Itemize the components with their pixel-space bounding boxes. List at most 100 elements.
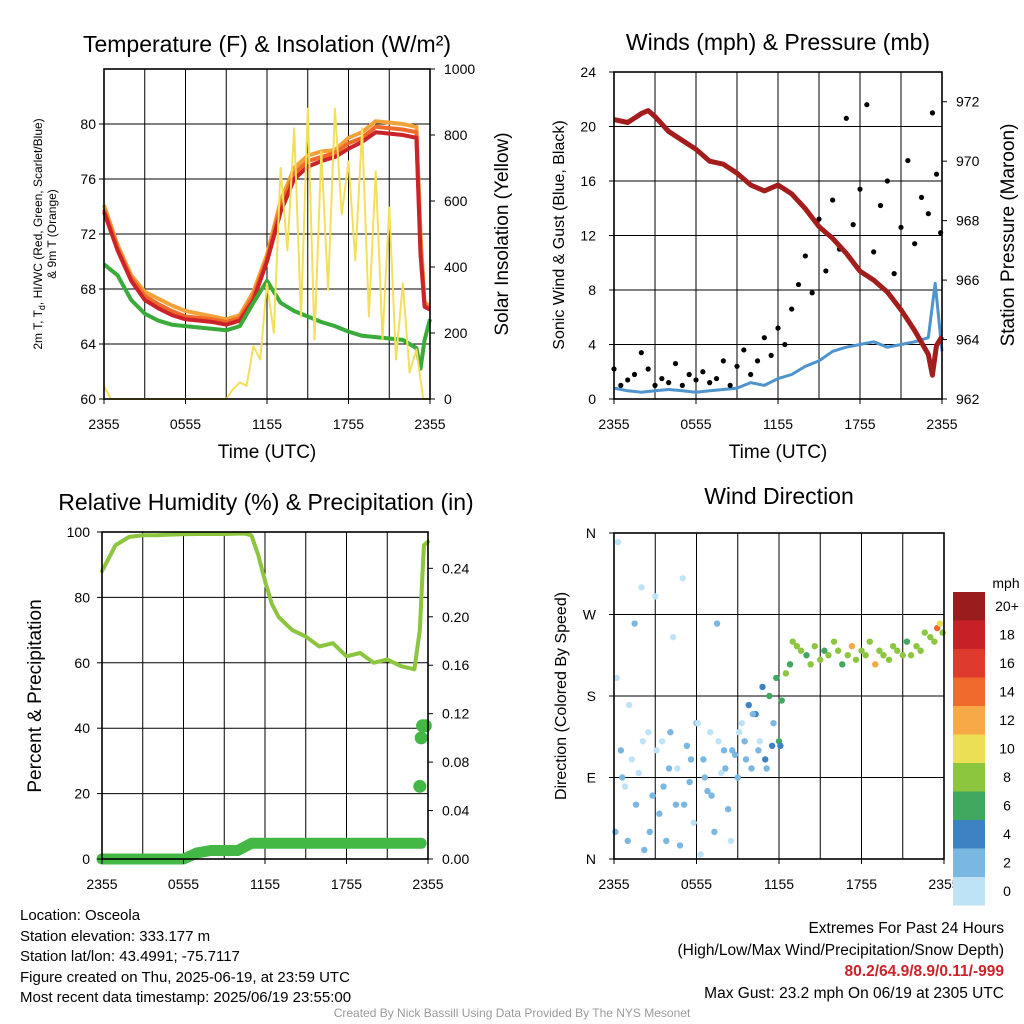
- y-tick-label: 16: [580, 173, 596, 189]
- direction-point: [697, 851, 704, 858]
- wind-direction-ylabel: Direction (Colored By Speed): [553, 592, 570, 800]
- direction-point: [844, 652, 851, 659]
- temperature-panel-title: Temperature (F) & Insolation (W/m²): [83, 31, 451, 57]
- colorbar-swatch: [953, 620, 985, 649]
- gust-point: [843, 115, 849, 121]
- colorbar-swatch: [953, 763, 985, 792]
- precip-line: [96, 837, 427, 865]
- direction-point: [704, 787, 711, 795]
- y-tick-label: N: [586, 851, 596, 867]
- y2-tick-label: 0.16: [442, 657, 469, 673]
- colorbar-title: mph: [992, 575, 1019, 591]
- direction-point: [745, 701, 752, 709]
- direction-point: [811, 642, 818, 650]
- direction-point: [825, 652, 832, 659]
- direction-point: [727, 837, 735, 845]
- winds-xlabel: Time (UTC): [729, 442, 828, 463]
- direction-point: [656, 810, 663, 817]
- direction-point: [624, 837, 631, 845]
- temperature-ylabel-line2: & 9m T (Orange): [45, 189, 59, 279]
- y2-tick-label: 962: [956, 391, 980, 407]
- temperature-panel: Temperature (F) & Insolation (W/m²) 2355…: [31, 31, 513, 463]
- gust-point: [631, 371, 638, 378]
- y2-tick-label: 970: [956, 153, 980, 169]
- direction-point: [713, 620, 721, 627]
- colorbar-label: 0: [1003, 883, 1011, 899]
- gust-point: [693, 377, 699, 383]
- x-tick-label: 1155: [252, 416, 282, 432]
- direction-point: [612, 828, 619, 836]
- gust-point: [713, 375, 720, 382]
- pressure-line: [613, 108, 945, 378]
- wind-direction-grid: [614, 532, 944, 860]
- direction-point: [821, 647, 828, 654]
- direction-point: [708, 792, 715, 799]
- colorbar-label: 2: [1003, 855, 1011, 871]
- temperature-ticks: 2355 0555 1155 1755 235560646872768002004006…: [80, 61, 475, 432]
- gust-point: [795, 281, 802, 288]
- x-tick-label: 2355: [414, 416, 445, 432]
- x-tick-label: 1155: [763, 416, 793, 432]
- gust-point: [857, 186, 863, 192]
- direction-point: [738, 719, 746, 727]
- direction-point: [927, 633, 934, 641]
- gust-point: [686, 371, 692, 378]
- x-tick-label: 2355: [412, 876, 443, 892]
- y-tick-label: 72: [80, 226, 96, 242]
- precip-point: [418, 719, 432, 733]
- direction-point: [619, 774, 626, 781]
- direction-point: [683, 742, 691, 750]
- y2-tick-label: 966: [956, 272, 980, 288]
- gust-point: [891, 271, 897, 277]
- direction-point: [762, 756, 769, 763]
- gust-point: [789, 306, 795, 312]
- gust-point: [645, 366, 651, 372]
- direction-point: [674, 765, 681, 772]
- direction-point: [734, 774, 741, 781]
- direction-point: [676, 842, 684, 849]
- colorbar-label: 12: [999, 712, 1015, 728]
- station-elevation: Station elevation: 333.177 m: [20, 927, 211, 945]
- credit-line: Created By Nick Bassill Using Data Provi…: [333, 1006, 691, 1020]
- y-tick-label: 60: [74, 655, 90, 671]
- y-tick-label: 24: [580, 64, 596, 80]
- direction-point: [694, 719, 702, 727]
- gust-point: [734, 363, 740, 369]
- direction-point: [621, 783, 629, 790]
- gust-point: [652, 382, 658, 388]
- direction-point: [690, 819, 697, 826]
- hiwc-line: [102, 124, 431, 324]
- y2-tick-label: 968: [956, 213, 980, 229]
- y2-tick-label: 0.08: [442, 754, 469, 770]
- direction-point: [639, 738, 647, 745]
- colorbar-swatch: [953, 677, 985, 706]
- y2-tick-label: 800: [444, 127, 468, 143]
- direction-point: [931, 638, 938, 645]
- y-tick-label: 12: [580, 228, 596, 244]
- gust-point: [625, 377, 631, 383]
- direction-point: [872, 661, 879, 668]
- gust-point: [720, 358, 726, 364]
- direction-point: [756, 738, 763, 745]
- direction-point: [729, 747, 736, 754]
- extremes-title: Extremes For Past 24 Hours: [808, 920, 1004, 937]
- direction-point: [718, 769, 725, 777]
- y2-tick-label: 400: [444, 259, 468, 275]
- direction-point: [763, 765, 770, 772]
- wind-direction-title: Wind Direction: [704, 483, 854, 509]
- colorbar-label: 20+: [995, 598, 1019, 614]
- gust-point: [898, 224, 904, 230]
- recent-timestamp: Most recent data timestamp: 2025/06/19 2…: [20, 989, 352, 1006]
- y-tick-label: E: [587, 770, 596, 786]
- y-tick-label: 100: [67, 524, 91, 540]
- direction-point: [735, 729, 743, 736]
- station-latlon: Station lat/lon: 43.4991; -75.7117: [20, 948, 240, 965]
- temperature-xlabel: Time (UTC): [218, 442, 317, 463]
- x-tick-label: 2355: [928, 876, 959, 892]
- y2-tick-label: 0.12: [442, 706, 469, 722]
- x-tick-label: 0555: [680, 416, 711, 432]
- gust-point: [768, 352, 774, 358]
- direction-point: [880, 652, 887, 659]
- direction-point: [803, 652, 810, 659]
- direction-point: [834, 647, 842, 654]
